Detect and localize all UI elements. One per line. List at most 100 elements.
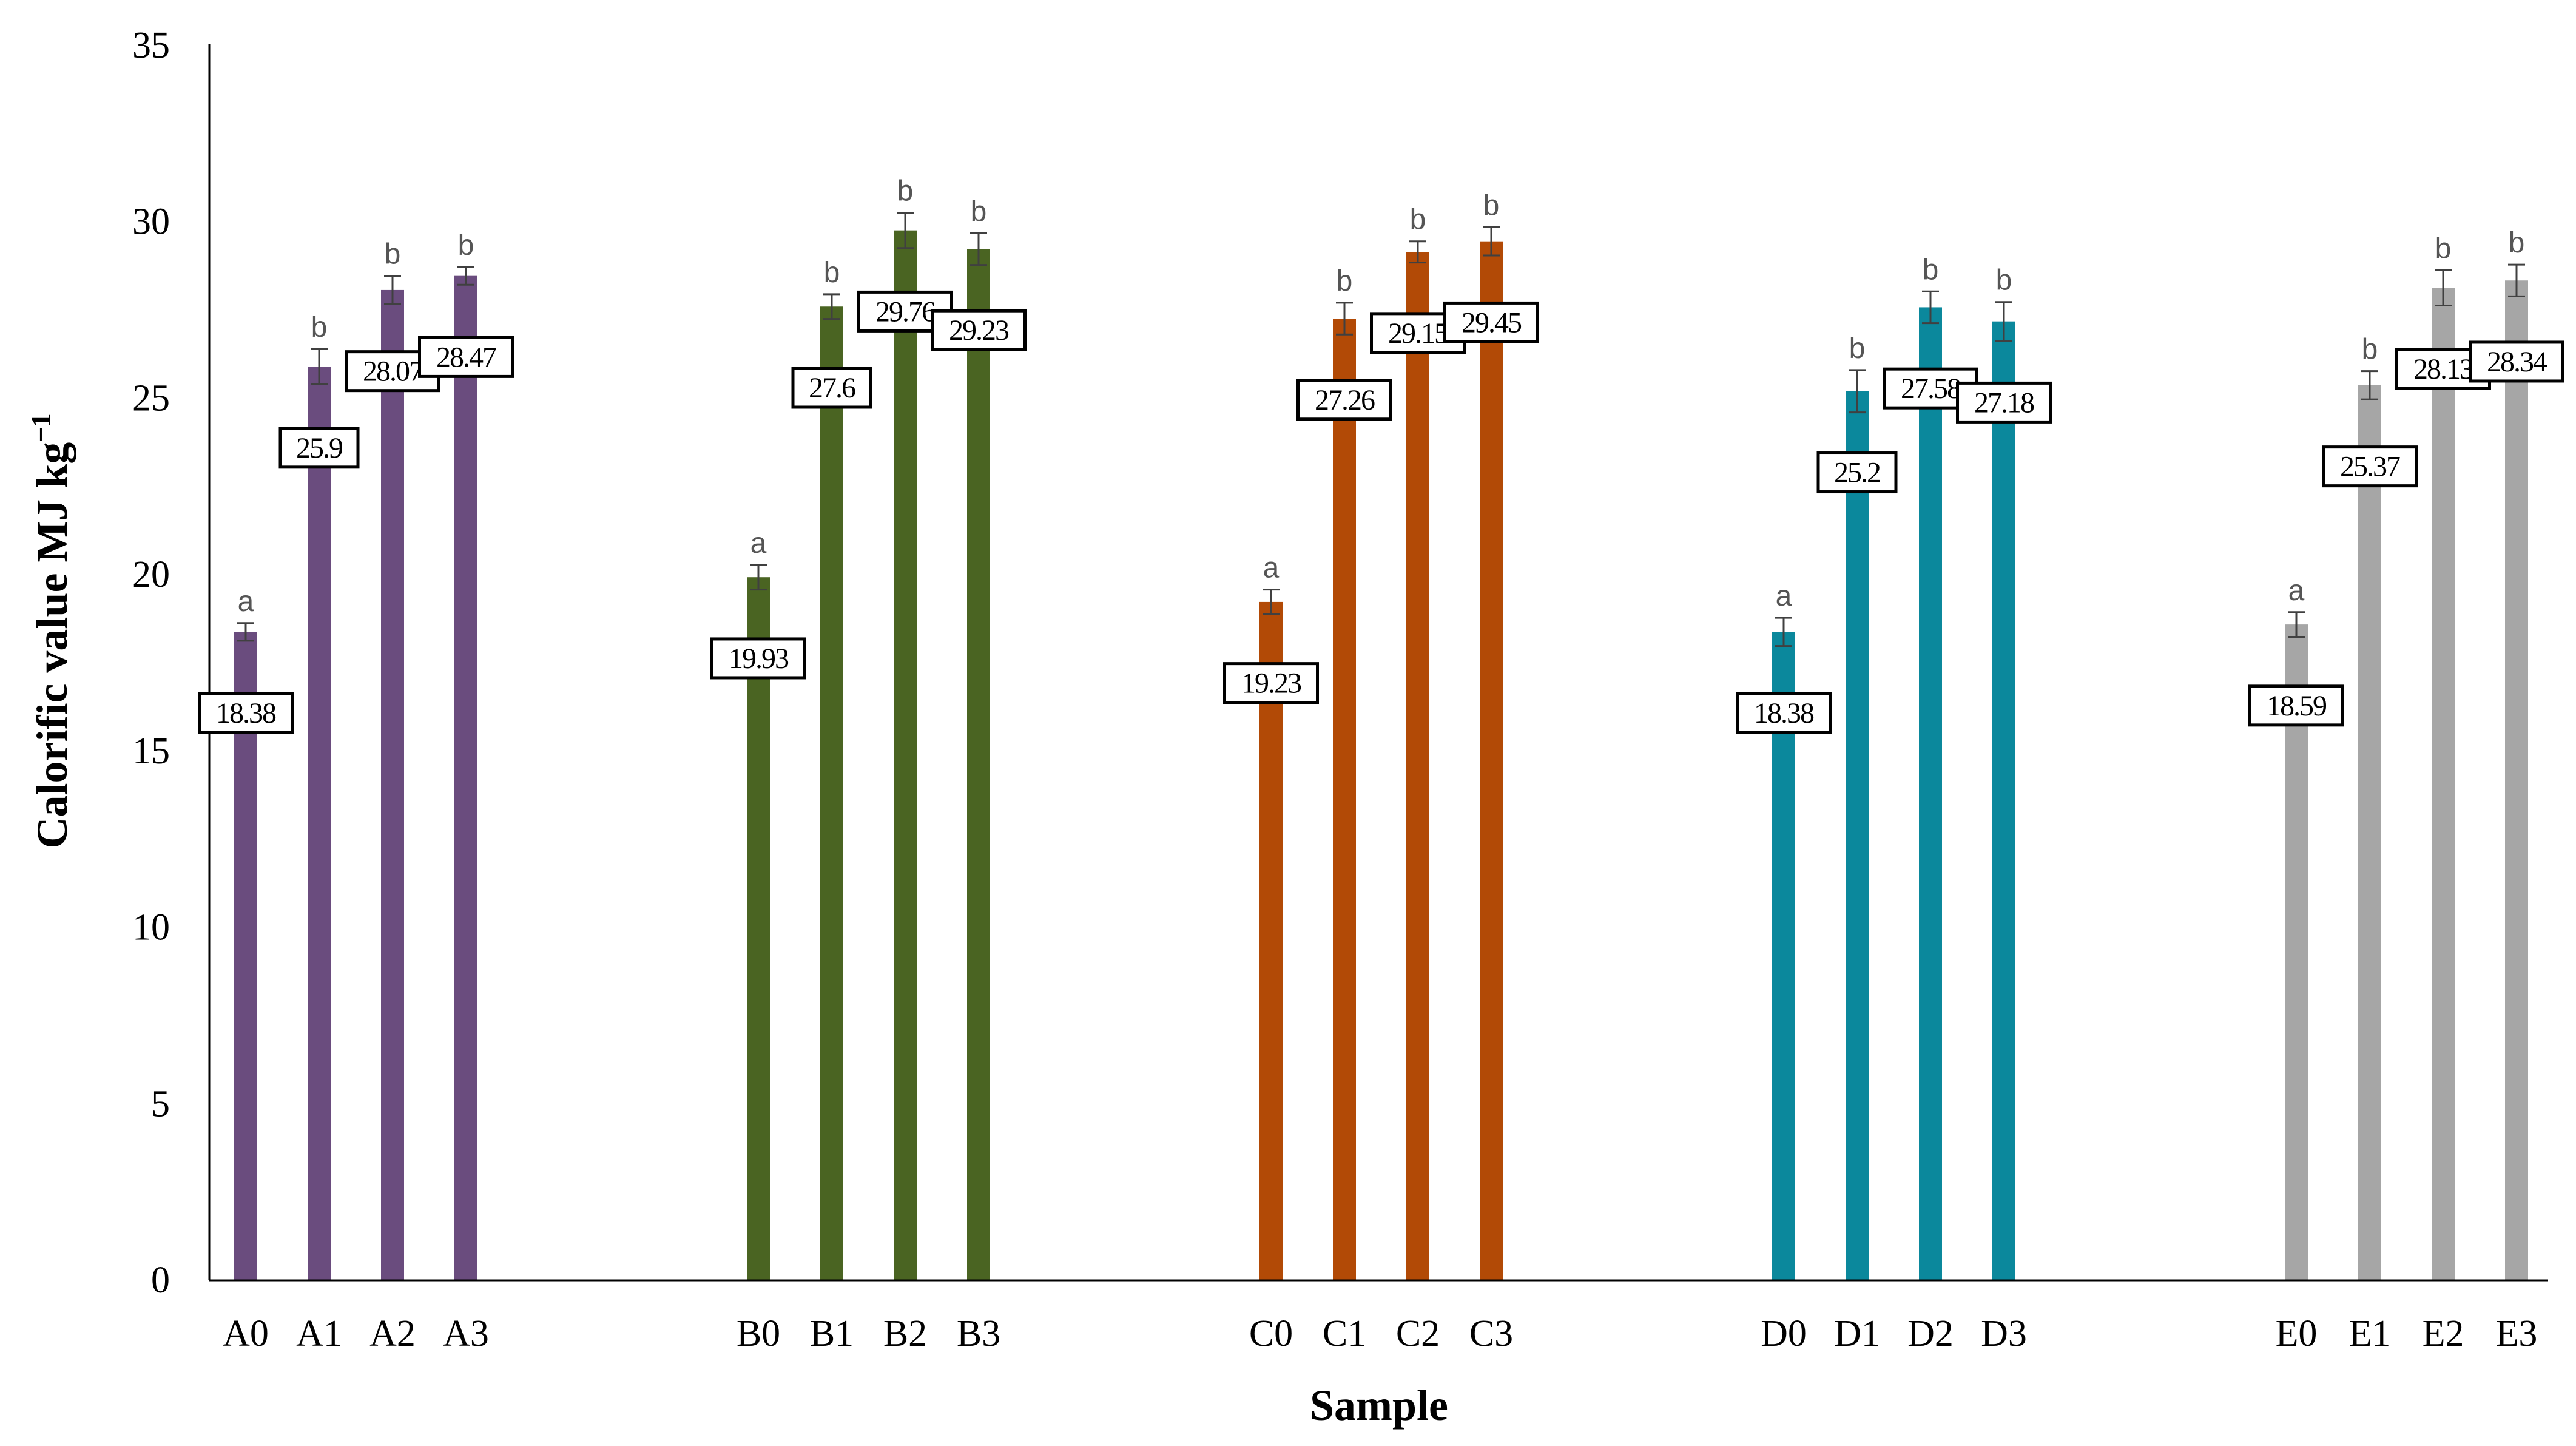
data-label-d3: 27.18 [1974, 387, 2034, 419]
data-label-box [931, 309, 1027, 351]
x-tick-label-a0: A0 [223, 1313, 269, 1354]
error-bar-d3 [1995, 301, 2012, 342]
significance-letter: b [1483, 189, 1500, 221]
data-label-box [2322, 445, 2418, 488]
bar-e0 [2285, 624, 2308, 1280]
x-tick-label-d3: D3 [1981, 1313, 2027, 1354]
error-bar-e1 [2361, 370, 2378, 400]
x-tick-label-c3: C3 [1469, 1313, 1513, 1354]
error-bar-a0 [237, 622, 254, 642]
data-label-d2: 27.58 [1901, 373, 1961, 405]
x-tick-label-d2: D2 [1907, 1313, 1954, 1354]
significance-letter: b [971, 195, 987, 228]
bar-e2 [2432, 288, 2455, 1281]
y-tick-label: 10 [132, 907, 170, 948]
bar-a0 [234, 632, 257, 1280]
x-tick-label-b2: B2 [883, 1313, 927, 1354]
data-label-a2: 28.07 [363, 356, 423, 388]
y-axis-title-superscript: −1 [26, 414, 56, 442]
bar-e3 [2505, 280, 2528, 1280]
x-tick-label-d1: D1 [1834, 1313, 1880, 1354]
significance-letter: b [2362, 334, 2378, 366]
significance-letter: b [385, 238, 401, 271]
bar-d3 [1992, 321, 2015, 1280]
y-tick-label: 5 [151, 1083, 170, 1124]
x-tick-label-a3: A3 [443, 1313, 489, 1354]
significance-letter: b [2435, 232, 2452, 265]
error-bar-c2 [1409, 240, 1426, 264]
significance-letter: a [1263, 552, 1280, 584]
significance-letter: a [2288, 575, 2305, 607]
data-label-b3: 29.23 [949, 314, 1009, 346]
y-tick-label: 25 [132, 377, 170, 419]
error-bar-b0 [750, 564, 767, 591]
data-label-b2: 29.76 [875, 296, 936, 328]
significance-letter: b [1996, 265, 2012, 297]
data-label-box [2248, 684, 2344, 727]
data-label-box [791, 367, 872, 409]
data-label-e3: 28.34 [2487, 346, 2547, 378]
data-label-box [278, 427, 360, 469]
x-tick-label-a2: A2 [369, 1313, 416, 1354]
x-tick-label-e1: E1 [2349, 1313, 2391, 1354]
error-bar-d2 [1922, 290, 1939, 325]
data-label-d1: 25.2 [1834, 457, 1880, 489]
bar-b1 [820, 306, 843, 1281]
data-label-e0: 18.59 [2267, 690, 2327, 722]
error-bar-a2 [384, 275, 401, 305]
data-label-d0: 18.38 [1754, 697, 1814, 729]
error-bar-a1 [311, 348, 328, 385]
data-label-box [1956, 381, 2052, 424]
bar-e1 [2358, 385, 2381, 1280]
x-tick-label-b3: B3 [957, 1313, 1000, 1354]
y-tick-label: 30 [132, 201, 170, 243]
bar-c3 [1480, 241, 1503, 1280]
error-bar-a3 [457, 266, 474, 286]
significance-letter: a [1776, 580, 1792, 612]
data-label-box [1223, 662, 1319, 704]
bar-a1 [308, 367, 331, 1280]
error-bar-e3 [2508, 263, 2525, 297]
bar-b3 [967, 249, 990, 1281]
data-label-c3: 29.45 [1462, 306, 1522, 339]
bar-d1 [1846, 391, 1869, 1280]
significance-letter: b [1410, 204, 1426, 236]
y-axis-ticks: 0 5 10 15 20 25 30 35 [132, 25, 170, 1301]
error-bar-e0 [2288, 611, 2305, 638]
error-bar-c0 [1263, 589, 1280, 615]
y-tick-label: 0 [151, 1260, 170, 1301]
x-tick-label-e0: E0 [2276, 1313, 2318, 1354]
data-label-box [1296, 379, 1392, 421]
error-bar-d1 [1849, 369, 1866, 414]
x-tick-label-c1: C1 [1323, 1313, 1366, 1354]
significance-letter: a [238, 586, 254, 618]
data-label-a0: 18.38 [216, 697, 276, 729]
data-label-c1: 27.26 [1315, 384, 1375, 416]
data-label-a1: 25.9 [296, 432, 343, 464]
y-axis-title: Calorific value MJ kg−1 [26, 414, 76, 849]
data-label-box [418, 336, 514, 378]
bar-c2 [1406, 252, 1429, 1280]
error-bar-b2 [897, 212, 914, 249]
data-label-e2: 28.13 [2413, 353, 2473, 385]
error-bar-e2 [2435, 269, 2452, 307]
error-bar-d0 [1775, 617, 1792, 647]
data-label-box [1816, 451, 1898, 494]
x-axis-title: Sample [1310, 1381, 1448, 1430]
significance-letter: b [1849, 333, 1866, 365]
significance-letter: b [897, 175, 914, 208]
bar-b0 [747, 577, 770, 1280]
bar-a2 [381, 289, 404, 1281]
data-label-b1: 27.6 [809, 372, 855, 404]
data-label-box [1443, 301, 1539, 343]
bar-b2 [894, 230, 917, 1280]
y-tick-label: 35 [132, 25, 170, 66]
y-axis-title-main: Calorific value MJ kg [28, 442, 76, 849]
significance-letter: b [1337, 265, 1353, 297]
data-label-c0: 19.23 [1241, 667, 1301, 700]
significance-letter: b [1923, 254, 1939, 286]
data-label-box [710, 637, 806, 680]
significance-letter: a [750, 527, 767, 559]
significance-letter: b [2509, 227, 2525, 259]
